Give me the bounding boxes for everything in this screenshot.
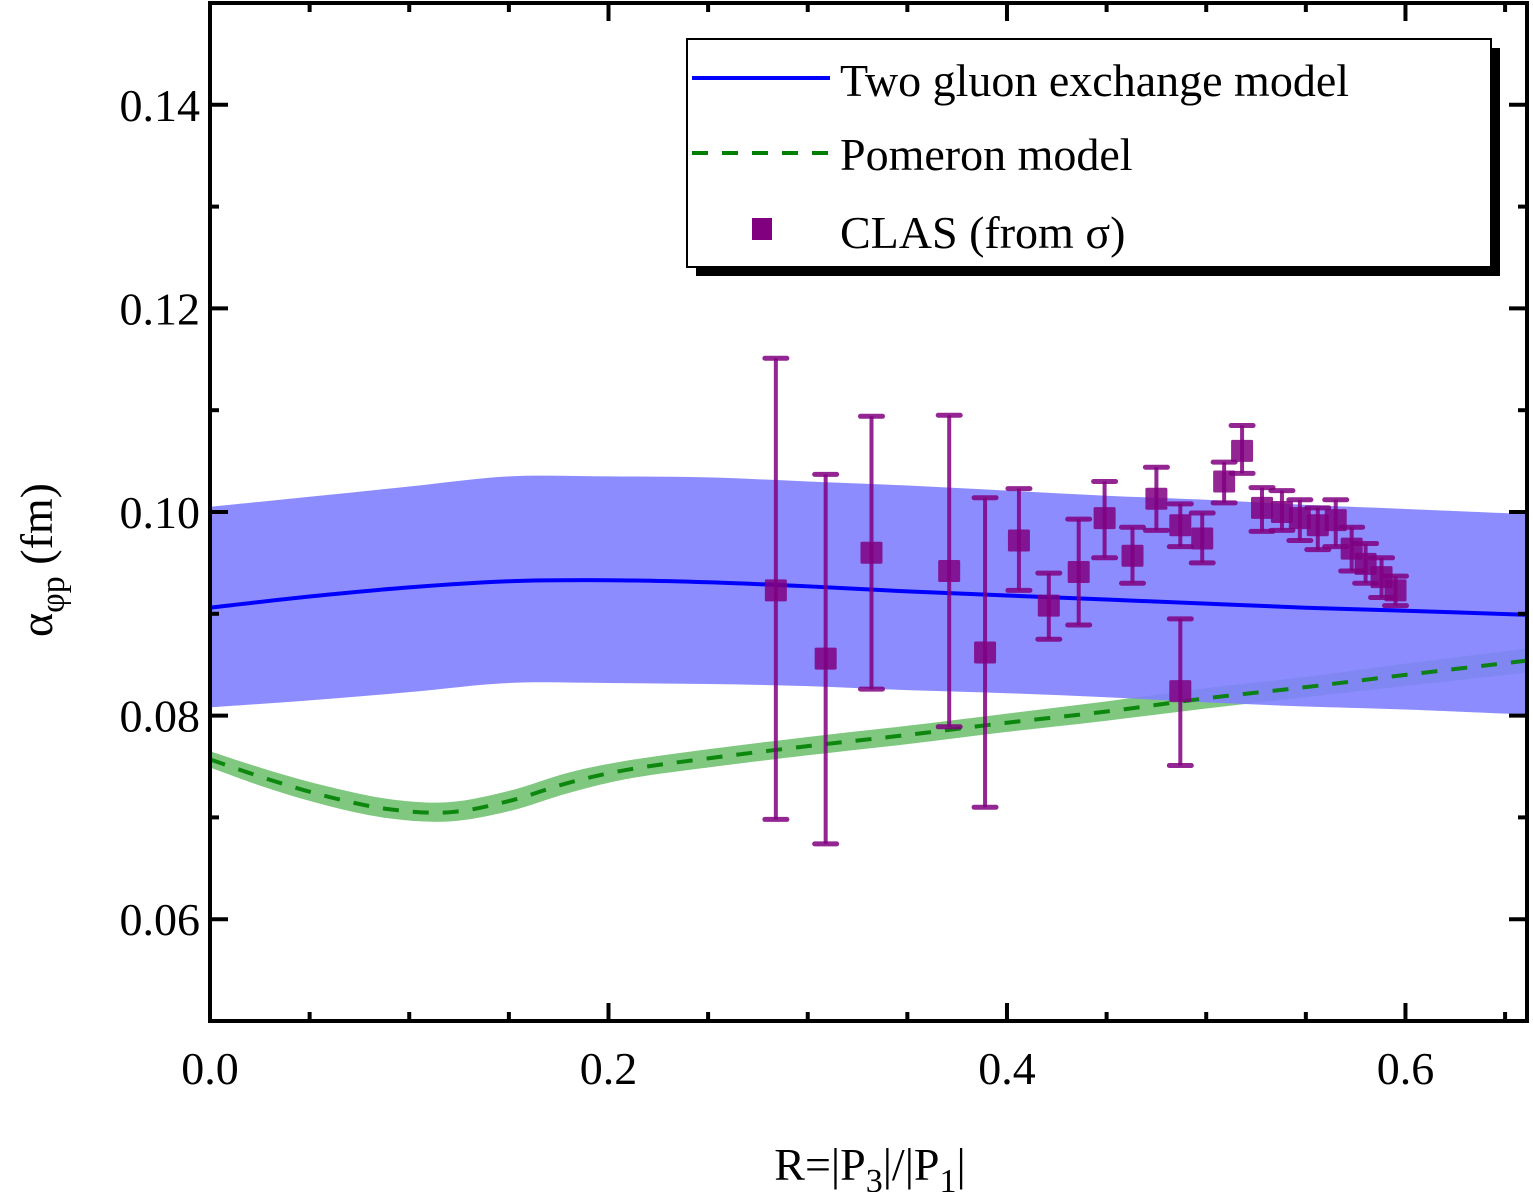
clas-point xyxy=(1210,459,1238,506)
model-lines xyxy=(209,578,1528,815)
clas-point xyxy=(935,412,963,730)
clas-point xyxy=(1005,486,1033,593)
clas-point xyxy=(1188,510,1216,566)
x-axis-title: R=|P3|/|P1| xyxy=(774,1139,965,1192)
clas-point xyxy=(1228,422,1256,476)
clas-marker xyxy=(1093,507,1116,530)
legend-label-clas: CLAS (from σ) xyxy=(840,207,1125,258)
clas-point xyxy=(1166,501,1194,550)
clas-point xyxy=(857,413,885,692)
clas-point xyxy=(1166,616,1194,768)
clas-marker xyxy=(1288,507,1311,530)
clas-point xyxy=(812,471,840,847)
clas-marker xyxy=(1306,514,1329,537)
x-tick-label: 0.6 xyxy=(1377,1043,1435,1094)
clas-marker xyxy=(1007,529,1030,552)
clas-marker xyxy=(1169,514,1192,537)
clas-marker xyxy=(1384,579,1407,602)
clas-point xyxy=(1118,524,1146,586)
pomeron-line xyxy=(209,658,1528,815)
clas-point xyxy=(762,355,790,822)
x-tick-label: 0.4 xyxy=(978,1043,1036,1094)
x-tick-label: 0.2 xyxy=(580,1043,638,1094)
legend-label-two-gluon: Two gluon exchange model xyxy=(840,55,1349,106)
legend: Two gluon exchange model Pomeron model C… xyxy=(686,38,1500,276)
y-axis-title: αφp (fm) xyxy=(11,483,72,637)
clas-marker xyxy=(1145,487,1168,510)
clas-point xyxy=(971,495,999,810)
clas-point xyxy=(1268,488,1296,533)
legend-label-pomeron: Pomeron model xyxy=(840,129,1133,180)
clas-point xyxy=(1304,505,1332,553)
legend-square-icon xyxy=(752,218,772,240)
y-tick-label: 0.12 xyxy=(120,283,201,334)
clas-marker xyxy=(1231,439,1254,462)
clas-marker xyxy=(814,647,837,670)
clas-point xyxy=(1381,573,1409,609)
clas-marker xyxy=(1213,470,1236,493)
x-tick-label: 0.0 xyxy=(181,1043,239,1094)
clas-point xyxy=(1065,516,1093,628)
clas-marker xyxy=(860,541,883,564)
y-tick-label: 0.14 xyxy=(120,80,201,131)
clas-marker xyxy=(1169,680,1192,703)
y-tick-label: 0.10 xyxy=(120,487,201,538)
y-tick-label: 0.08 xyxy=(120,691,201,742)
two-gluon-line xyxy=(209,578,1528,617)
clas-point xyxy=(1286,497,1314,544)
tick-labels: 0.0 0.2 0.4 0.6 0.06 0.08 0.10 0.12 0.14 xyxy=(120,80,1435,1094)
clas-point xyxy=(1091,478,1119,561)
clas-point xyxy=(1142,464,1170,533)
clas-point xyxy=(1035,570,1063,642)
y-tick-label: 0.06 xyxy=(120,894,201,945)
clas-marker xyxy=(1191,527,1214,550)
clas-marker xyxy=(764,579,787,602)
clas-marker xyxy=(1037,594,1060,617)
clas-marker xyxy=(1121,544,1144,567)
clas-marker xyxy=(938,560,961,583)
clas-marker xyxy=(1067,561,1090,584)
clas-data-points xyxy=(762,355,1409,847)
clas-marker xyxy=(974,641,997,664)
clas-marker xyxy=(1270,501,1293,523)
axis-ticks xyxy=(208,3,1527,1021)
clas-marker xyxy=(1251,496,1274,519)
